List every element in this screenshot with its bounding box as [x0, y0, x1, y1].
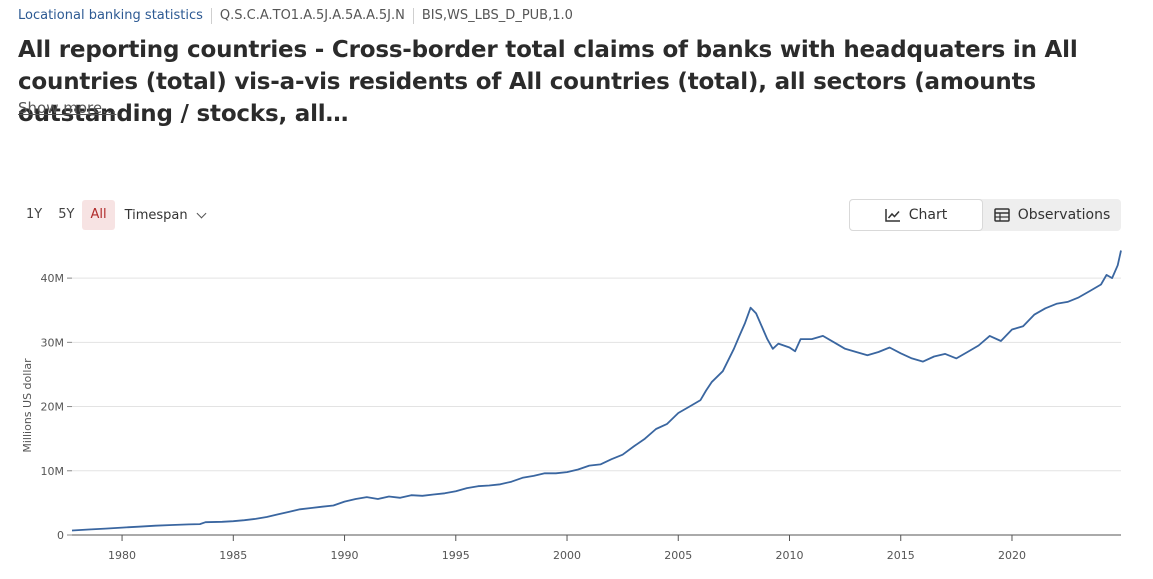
x-tick-label: 2005 — [664, 549, 692, 562]
breadcrumb: Locational banking statistics Q.S.C.A.TO… — [18, 6, 581, 26]
series-line — [71, 250, 1122, 532]
page-title: All reporting countries - Cross-border t… — [18, 37, 1078, 127]
breadcrumb-series-key: Q.S.C.A.TO1.A.5J.A.5A.A.5J.N — [210, 8, 413, 24]
timespan-dropdown[interactable]: Timespan — [119, 208, 211, 223]
x-tick-label: 1995 — [442, 549, 470, 562]
y-tick-label: 30M — [41, 336, 65, 349]
chart-view-button[interactable]: Chart — [849, 199, 983, 231]
range-1y-button[interactable]: 1Y — [26, 207, 43, 222]
y-tick-label: 0 — [57, 529, 64, 542]
range-selector: 1Y 5Y All Timespan — [18, 199, 211, 231]
line-chart-icon — [885, 209, 900, 222]
table-icon — [993, 208, 1010, 222]
x-tick-label: 1980 — [108, 549, 136, 562]
x-tick-label: 2000 — [553, 549, 581, 562]
view-toggle: Chart Observations — [849, 199, 1121, 231]
chevron-down-icon — [196, 208, 207, 218]
y-axis-label: Millions US dollar — [21, 358, 34, 453]
y-tick-label: 10M — [41, 465, 65, 478]
x-tick-label: 2015 — [887, 549, 915, 562]
range-all-button[interactable]: All — [82, 200, 115, 230]
x-tick-label: 1985 — [219, 549, 247, 562]
x-tick-label: 2020 — [998, 549, 1026, 562]
x-tick-label: 2010 — [776, 549, 804, 562]
line-chart: 0 10M 20M 30M 40M 1980 1985 1990 1995 2000 2005 201… — [21, 250, 1122, 562]
observations-view-button[interactable]: Observations — [983, 199, 1121, 231]
range-5y-button[interactable]: 5Y — [58, 207, 75, 222]
chart-view-label: Chart — [908, 207, 948, 223]
timespan-label: Timespan — [124, 207, 188, 223]
breadcrumb-dataflow[interactable]: Locational banking statistics — [18, 8, 203, 23]
x-tick-label: 1990 — [331, 549, 359, 562]
y-tick-label: 20M — [41, 401, 65, 414]
y-tick-label: 40M — [41, 272, 65, 285]
observations-view-label: Observations — [1017, 207, 1111, 223]
show-more-link[interactable]: Show more... — [18, 99, 117, 117]
breadcrumb-dataflow-id: BIS,WS_LBS_D_PUB,1.0 — [412, 8, 581, 24]
